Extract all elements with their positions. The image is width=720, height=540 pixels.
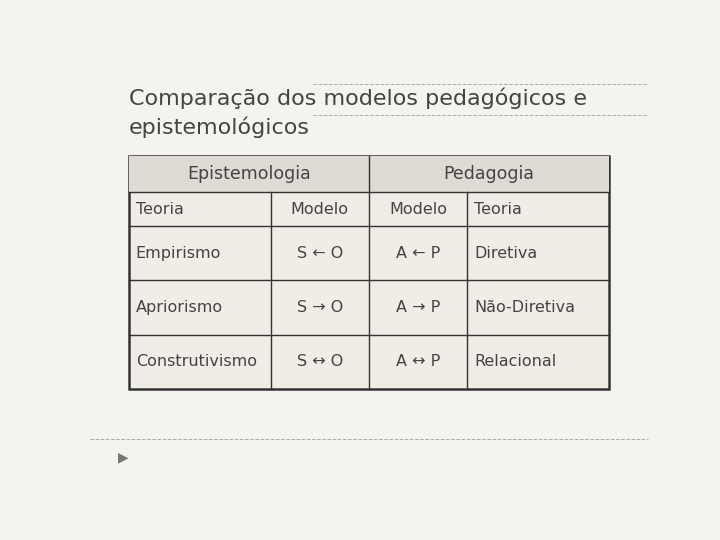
- Text: Não-Diretiva: Não-Diretiva: [474, 300, 575, 315]
- Text: Comparação dos modelos pedagógicos e: Comparação dos modelos pedagógicos e: [129, 87, 587, 109]
- Text: Teoria: Teoria: [136, 202, 184, 217]
- Text: A → P: A → P: [396, 300, 441, 315]
- Text: Apriorismo: Apriorismo: [136, 300, 223, 315]
- Text: Modelo: Modelo: [390, 202, 447, 217]
- Text: Teoria: Teoria: [474, 202, 522, 217]
- Text: A ← P: A ← P: [396, 246, 441, 261]
- Text: ▶: ▶: [118, 451, 129, 465]
- Text: Epistemologia: Epistemologia: [187, 165, 311, 183]
- Text: epistemológicos: epistemológicos: [129, 117, 310, 138]
- Bar: [129, 156, 609, 192]
- Text: Relacional: Relacional: [474, 354, 557, 369]
- Text: S → O: S → O: [297, 300, 343, 315]
- Text: Diretiva: Diretiva: [474, 246, 537, 261]
- Text: S ↔ O: S ↔ O: [297, 354, 343, 369]
- Text: Construtivismo: Construtivismo: [136, 354, 257, 369]
- Text: S ← O: S ← O: [297, 246, 343, 261]
- Text: A ↔ P: A ↔ P: [396, 354, 441, 369]
- Text: Modelo: Modelo: [291, 202, 348, 217]
- Text: Pedagogia: Pedagogia: [444, 165, 534, 183]
- Text: Empirismo: Empirismo: [136, 246, 221, 261]
